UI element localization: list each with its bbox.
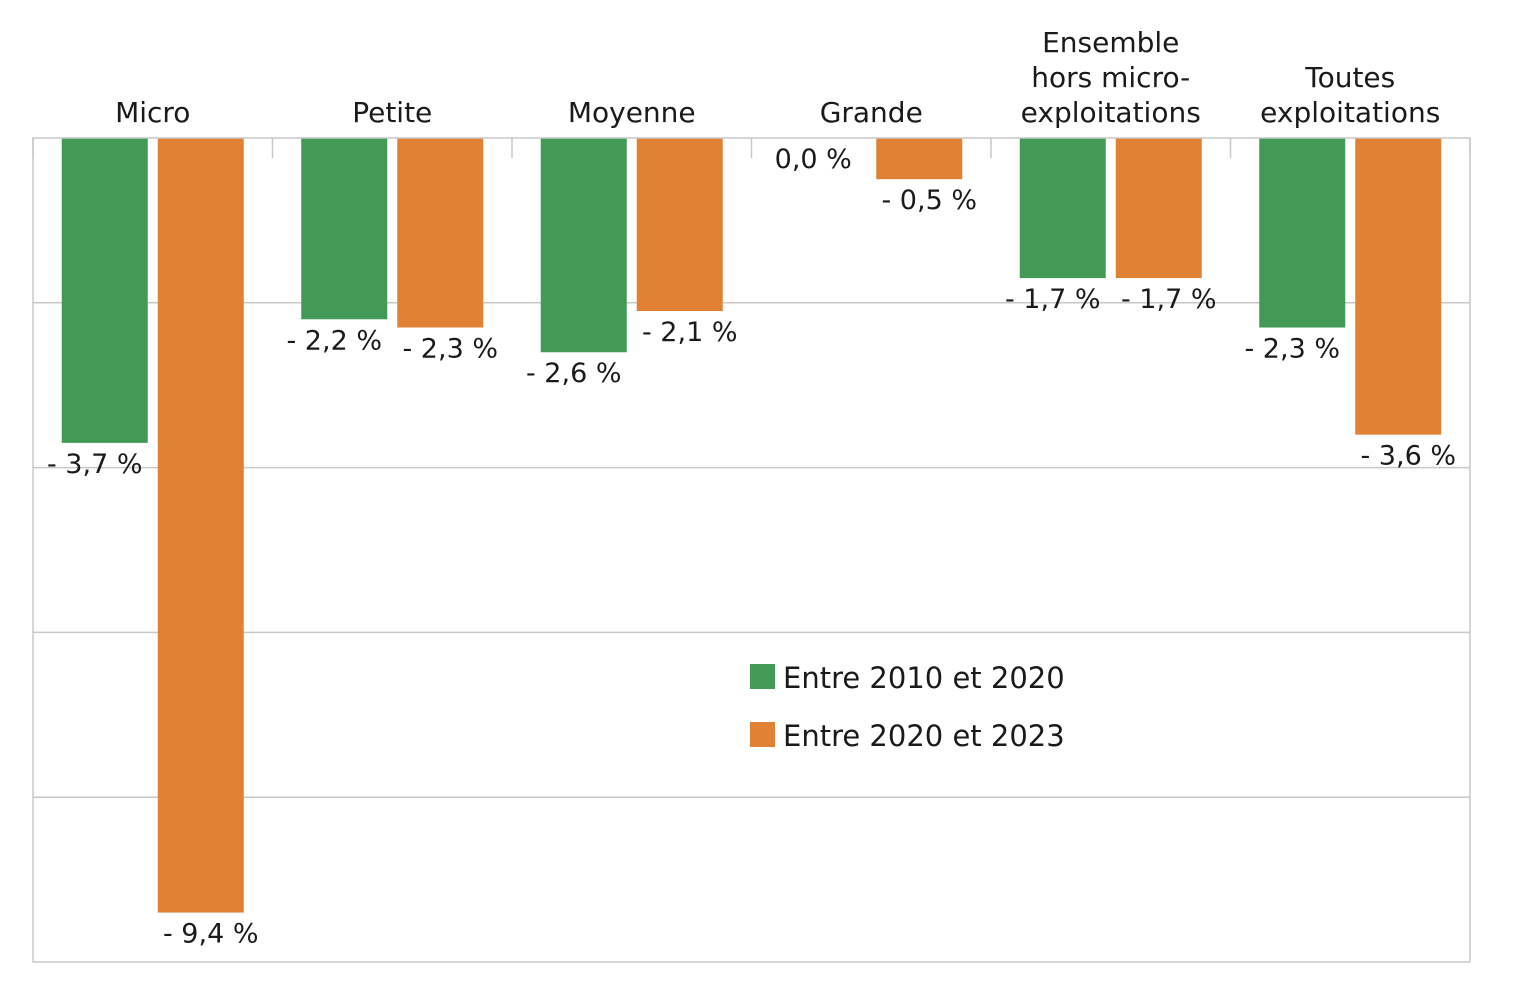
- bar: [876, 138, 963, 180]
- data-label: - 9,4 %: [163, 919, 259, 950]
- plot-frame: [32, 137, 1471, 963]
- bar: [397, 138, 484, 328]
- category-label: Grande: [820, 96, 923, 129]
- category-label: Moyenne: [568, 96, 696, 129]
- data-label: - 1,7 %: [1005, 284, 1101, 315]
- legend: Entre 2010 et 2020 Entre 2020 et 2023: [750, 661, 1065, 753]
- legend-label: Entre 2010 et 2020: [783, 661, 1065, 695]
- data-label: - 2,1 %: [642, 317, 738, 348]
- bar: [636, 138, 723, 312]
- data-label: - 0,5 %: [881, 185, 977, 216]
- category-labels: Micro Petite Moyenne Grande Ensemble hors mic…: [115, 26, 1440, 129]
- data-label: - 2,3 %: [1244, 334, 1340, 365]
- data-label: - 2,6 %: [526, 358, 622, 389]
- data-label: - 3,6 %: [1360, 441, 1456, 472]
- data-label: 0,0 %: [775, 144, 852, 175]
- bar: [1259, 138, 1346, 328]
- legend-label: Entre 2020 et 2023: [783, 719, 1065, 753]
- bar: [1115, 138, 1202, 279]
- category-label: Toutes exploitations: [1260, 61, 1440, 129]
- category-label: Micro: [115, 96, 190, 129]
- bar: [61, 138, 148, 443]
- category-label: Petite: [352, 96, 432, 129]
- bar: [301, 138, 388, 320]
- data-label: - 1,7 %: [1121, 284, 1217, 315]
- category-ticks: [32, 138, 1471, 158]
- value-labels: - 3,7 % - 9,4 % - 2,2 % - 2,3 % - 2,6 % - 2,1…: [47, 144, 1456, 950]
- legend-swatch: [750, 722, 775, 747]
- category-label: Ensemble hors micro-exploitations: [1021, 26, 1201, 129]
- grid-lines: [33, 302, 1470, 798]
- data-label: - 2,3 %: [402, 334, 498, 365]
- bar: [157, 138, 244, 913]
- data-label: - 3,7 %: [47, 449, 143, 480]
- data-label: - 2,2 %: [286, 325, 382, 356]
- legend-swatch: [750, 664, 775, 689]
- bar: [540, 138, 627, 353]
- bar: [1355, 138, 1442, 435]
- bars: [61, 138, 1442, 913]
- bar: [1019, 138, 1106, 279]
